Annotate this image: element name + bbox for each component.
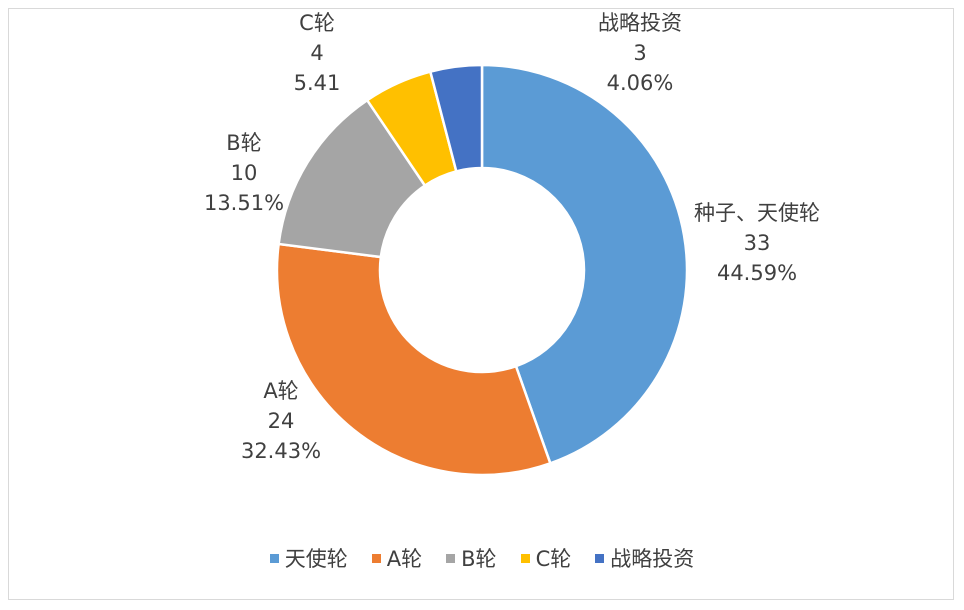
label-name: B轮 xyxy=(226,131,261,155)
label-name: A轮 xyxy=(263,379,298,403)
legend-swatch xyxy=(446,553,456,563)
data-labels-group: 种子、天使轮 33 44.59% A轮 24 32.43% B轮 10 13.51% C轮 4 5.4… xyxy=(204,11,820,463)
label-name: 战略投资 xyxy=(598,11,682,35)
slice-strategic xyxy=(428,63,484,173)
legend-item-series-a: A轮 xyxy=(371,543,423,573)
legend-swatch xyxy=(595,553,605,563)
legend-label: 天使轮 xyxy=(284,547,348,571)
label-percent: 4.06% xyxy=(607,71,674,95)
legend-label: B轮 xyxy=(461,547,497,571)
legend-swatch xyxy=(371,553,381,563)
label-series-b: B轮 10 13.51% xyxy=(204,131,284,215)
slice-series-a xyxy=(275,242,552,477)
legend-item-angel: 天使轮 xyxy=(269,543,348,573)
legend-label: A轮 xyxy=(386,547,423,571)
label-strategic: 战略投资 3 4.06% xyxy=(598,11,682,95)
label-value: 33 xyxy=(744,231,771,255)
label-name: C轮 xyxy=(299,11,335,35)
legend-label: C轮 xyxy=(535,547,572,571)
legend-item-strategic: 战略投资 xyxy=(595,543,694,573)
legend-item-series-c: C轮 xyxy=(520,543,572,573)
label-value: 10 xyxy=(231,161,258,185)
label-series-a: A轮 24 32.43% xyxy=(241,379,321,463)
label-percent: 13.51% xyxy=(204,191,284,215)
slices-group xyxy=(275,63,689,477)
legend-label: 战略投资 xyxy=(610,547,695,571)
legend: 天使轮 A轮 B轮 C轮 战略投资 xyxy=(0,543,964,573)
legend-swatch xyxy=(520,553,530,563)
label-value: 3 xyxy=(633,41,646,65)
label-seed-angel: 种子、天使轮 33 44.59% xyxy=(694,201,820,285)
label-value: 24 xyxy=(268,409,295,433)
label-name: 种子、天使轮 xyxy=(694,201,820,225)
slice-seed-angel xyxy=(480,63,689,465)
label-percent: 32.43% xyxy=(241,439,321,463)
label-value: 4 xyxy=(310,41,323,65)
legend-item-series-b: B轮 xyxy=(446,543,497,573)
label-percent: 44.59% xyxy=(717,261,797,285)
label-percent: 5.41 xyxy=(294,71,341,95)
label-series-c: C轮 4 5.41 xyxy=(294,11,341,95)
legend-swatch xyxy=(269,553,279,563)
